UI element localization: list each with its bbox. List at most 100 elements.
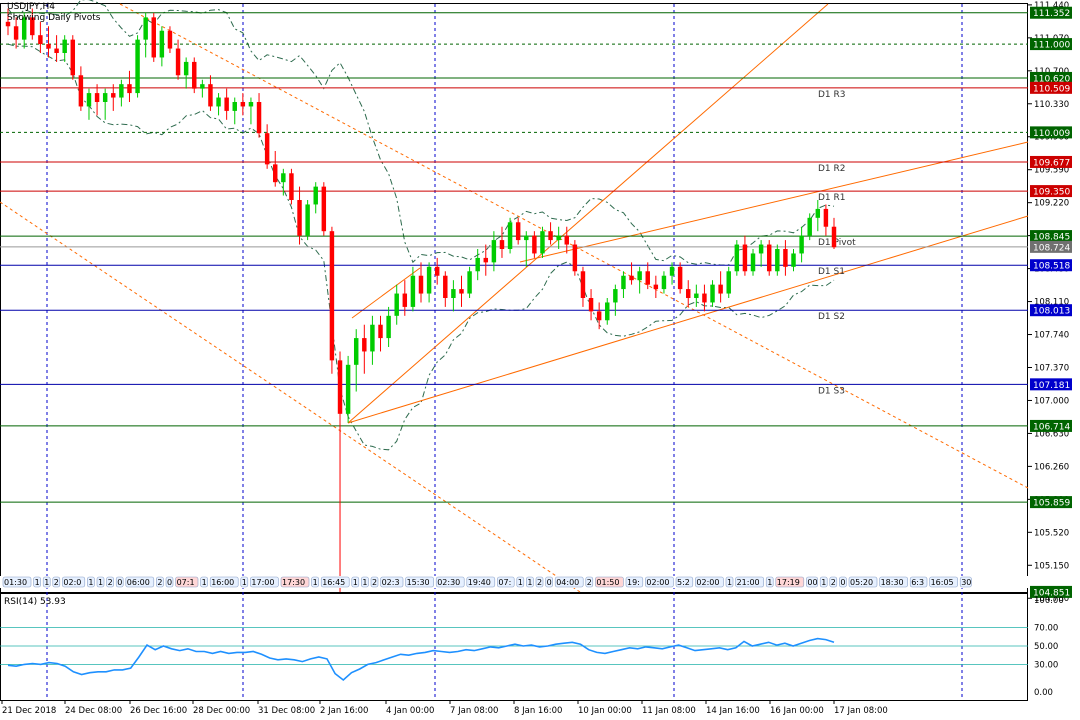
candle-bull xyxy=(248,102,254,107)
session-tag xyxy=(370,576,379,588)
price-tag-label: 109.350 xyxy=(1033,188,1070,198)
price-tag xyxy=(1030,230,1072,243)
session-tag xyxy=(125,576,155,588)
session-tag xyxy=(156,576,164,588)
candle-bear xyxy=(362,338,367,352)
y-tick-label: 110.330 xyxy=(1034,100,1069,110)
session-tag xyxy=(909,576,928,588)
session-tag-label: 02:00 xyxy=(696,578,719,587)
session-tag xyxy=(33,576,41,588)
candle-bull xyxy=(216,97,221,107)
session-tag-label: 1 xyxy=(527,578,532,587)
rsi-axis-label: 50.00 xyxy=(1034,642,1058,652)
session-tag xyxy=(625,576,644,588)
trendline-steep xyxy=(347,3,829,424)
candle-bull xyxy=(353,338,359,365)
candle-bear xyxy=(629,275,634,281)
session-tag xyxy=(115,576,124,588)
session-tag xyxy=(535,576,544,588)
session-tag-label: 1 xyxy=(727,578,732,587)
price-tag-label: 110.509 xyxy=(1033,84,1070,94)
candle-bull xyxy=(775,249,780,272)
session-tag-label: 17:19 xyxy=(777,578,800,587)
candle-bull xyxy=(62,39,67,53)
price-tag xyxy=(1030,185,1072,198)
candle-bear xyxy=(289,173,294,200)
session-tag-label: 16:45 xyxy=(322,578,345,587)
price-tag xyxy=(1030,155,1072,168)
session-tag xyxy=(829,576,838,588)
session-tag-label: 1 xyxy=(44,578,49,587)
session-tag-label: 1 xyxy=(242,578,247,587)
candle-bear xyxy=(167,30,173,49)
session-tag-label: 06:00 xyxy=(127,578,150,587)
price-tag-label: 108.013 xyxy=(1033,307,1070,317)
y-tick-label: 109.590 xyxy=(1034,166,1069,176)
session-tag xyxy=(516,576,525,588)
candle-bear xyxy=(766,244,772,272)
pivot-label: D1 R1 xyxy=(818,193,846,203)
session-tag-label: 1 xyxy=(518,578,523,587)
candle-bull xyxy=(758,244,764,254)
session-tag-label: 05:20 xyxy=(850,578,873,587)
session-tag xyxy=(765,576,774,588)
x-tick-label: 4 Jan 00:00 xyxy=(386,706,434,716)
candle-bull xyxy=(200,84,205,89)
candle-bear xyxy=(94,93,100,102)
session-tag-label: 1 xyxy=(362,578,367,587)
candle-bull xyxy=(734,244,740,272)
x-tick-label: 10 Jan 00:00 xyxy=(578,706,632,716)
session-tag xyxy=(52,576,61,588)
candle-bear xyxy=(30,17,35,36)
session-tag xyxy=(497,576,515,588)
candle-bull xyxy=(524,235,529,241)
y-tick-label: 106.630 xyxy=(1034,429,1069,439)
session-tag-label: 01:50 xyxy=(596,578,619,587)
candle-bear xyxy=(70,39,76,76)
session-tag xyxy=(585,576,594,588)
price-tag-label: 110.009 xyxy=(1033,129,1070,139)
candle-bear xyxy=(532,235,537,254)
candle-bear xyxy=(208,84,213,107)
candle-bear xyxy=(192,61,197,89)
x-tick-label: 16 Jan 00:00 xyxy=(770,706,824,716)
x-tick-label: 8 Jan 16:00 xyxy=(514,706,562,716)
session-tag-label: 01:30 xyxy=(4,578,27,587)
session-tag xyxy=(526,576,534,588)
candle-bull xyxy=(143,17,148,40)
candle-bull xyxy=(807,217,812,236)
session-tag xyxy=(380,576,404,588)
session-tag-label: 1 xyxy=(353,578,358,587)
pivot-levels-layer[interactable]: D1 R3 D1 R2 D1 R1 D1 Pivot D1 S1 D1 S2 D1 S3 xyxy=(0,12,1028,503)
trendline-short xyxy=(351,267,421,319)
price-axis: 111.440111.070110.700110.330109.960109.5… xyxy=(1028,1,1072,604)
x-tick-label: 2 Jan 16:00 xyxy=(320,706,368,716)
price-tag xyxy=(1030,378,1072,391)
session-tag xyxy=(320,576,350,588)
candle-bull xyxy=(799,235,804,254)
candle-bear xyxy=(499,240,505,249)
candle-bear xyxy=(378,324,383,339)
x-tick-label: 21 Dec 2018 xyxy=(2,706,56,716)
price-tag-label: 109.677 xyxy=(1033,158,1070,168)
candle-bull xyxy=(540,231,545,254)
session-tag-label: 2 xyxy=(587,578,592,587)
candle-bear xyxy=(127,84,132,94)
session-tag xyxy=(695,576,724,588)
candle-bear xyxy=(38,35,43,45)
candle-bull xyxy=(305,204,310,236)
candle-bull xyxy=(410,275,416,307)
candle-bear xyxy=(443,275,448,298)
pivot-label: D1 R3 xyxy=(818,90,846,100)
session-tag-label: 16:05 xyxy=(931,578,954,587)
price-tag xyxy=(1030,6,1072,19)
candle-bear xyxy=(337,360,343,414)
candle-bull xyxy=(621,275,626,290)
session-tag-label: 02:00 xyxy=(646,578,669,587)
candle-bear xyxy=(564,235,569,245)
candle-bear xyxy=(256,102,262,134)
price-tag xyxy=(1030,240,1072,253)
session-tag-label: 2 xyxy=(831,578,836,587)
chart-subtitle: Showing Daily Pivots xyxy=(7,13,101,23)
